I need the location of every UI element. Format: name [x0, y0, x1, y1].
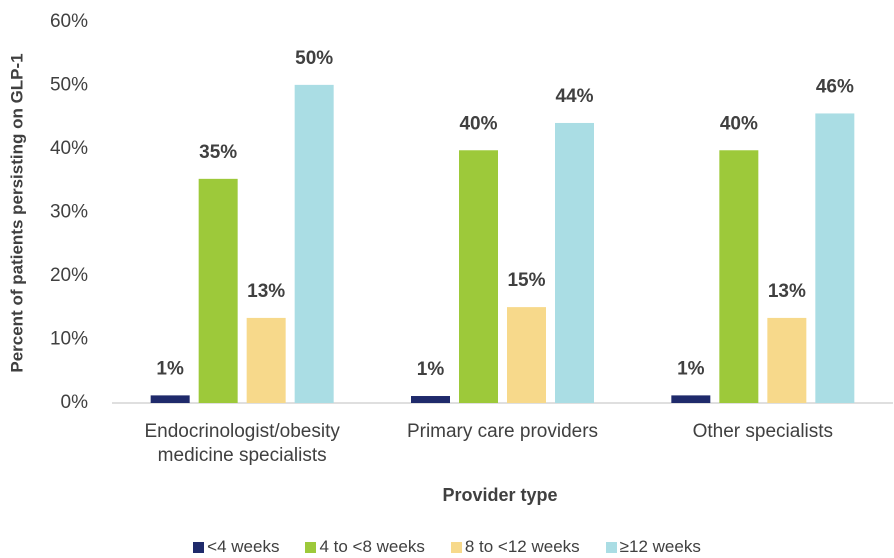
- legend-swatch: [305, 541, 317, 553]
- y-tick-label: 30%: [50, 202, 88, 223]
- data-label: 1%: [156, 358, 184, 379]
- data-label: 40%: [459, 113, 497, 134]
- bar: [198, 178, 238, 403]
- bar: [555, 122, 594, 403]
- data-label: 44%: [555, 86, 593, 107]
- bar: [294, 84, 334, 404]
- legend-item: 4 to <8 weeks: [305, 537, 425, 557]
- legend-item: ≥12 weeks: [605, 537, 701, 557]
- bar: [815, 113, 855, 403]
- data-label: 1%: [677, 358, 705, 379]
- legend-swatch: [450, 541, 462, 553]
- legend-item: 8 to <12 weeks: [450, 537, 580, 557]
- bar: [507, 307, 546, 403]
- legend-swatch: [605, 541, 617, 553]
- data-label: 50%: [295, 48, 333, 69]
- y-axis-title: Percent of patients persisting on GLP-1: [7, 53, 26, 372]
- x-tick-label: Endocrinologist/obesity medicine special…: [144, 421, 340, 466]
- y-tick-label: 60%: [50, 11, 88, 32]
- data-label: 15%: [507, 270, 545, 291]
- x-tick-label: Other specialists: [692, 421, 834, 442]
- bar: [719, 150, 759, 403]
- y-tick-label: 20%: [50, 265, 88, 286]
- legend: <4 weeks 4 to <8 weeks 8 to <12 weeks ≥12 w…: [0, 537, 894, 557]
- legend-item: <4 weeks: [193, 537, 279, 557]
- y-tick-label: 40%: [50, 138, 88, 159]
- data-label: 13%: [768, 281, 806, 302]
- data-label: 1%: [417, 359, 445, 380]
- data-label: 40%: [720, 113, 758, 134]
- legend-label: <4 weeks: [207, 537, 280, 556]
- x-tick-label: Primary care providers: [406, 421, 599, 442]
- bar: [767, 317, 807, 403]
- bar: [411, 396, 450, 403]
- y-tick-label: 0%: [61, 392, 89, 413]
- bar: [459, 150, 498, 403]
- legend-swatch: [193, 541, 205, 553]
- x-axis-title: Provider type: [442, 485, 557, 505]
- y-tick-label: 50%: [50, 75, 88, 96]
- data-label: 13%: [247, 281, 285, 302]
- legend-label: 8 to <12 weeks: [464, 537, 580, 556]
- data-label: 46%: [816, 76, 854, 97]
- bar: [671, 395, 711, 403]
- legend-label: ≥12 weeks: [619, 537, 701, 556]
- bar: [246, 317, 286, 403]
- legend-label: 4 to <8 weeks: [319, 537, 425, 556]
- bar: [150, 395, 190, 403]
- data-label: 35%: [199, 142, 237, 163]
- y-tick-label: 10%: [50, 329, 88, 350]
